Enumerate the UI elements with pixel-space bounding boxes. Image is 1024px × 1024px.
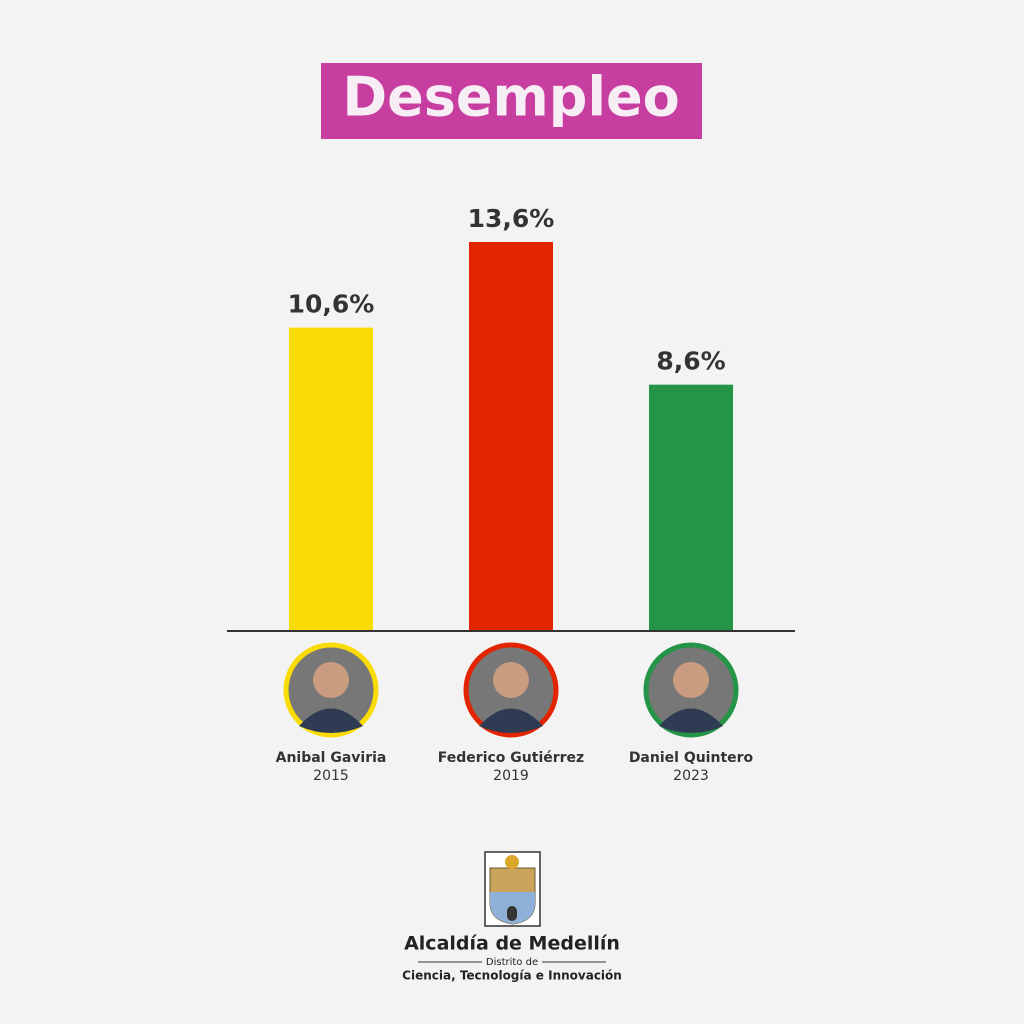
- avatar-body: [479, 708, 543, 733]
- year-label: 2023: [673, 768, 709, 784]
- bar: [469, 242, 553, 630]
- avatar-body: [659, 708, 723, 733]
- category-label: Federico Gutiérrez: [438, 750, 584, 766]
- category-label: Daniel Quintero: [629, 750, 754, 766]
- avatar-body: [299, 708, 363, 733]
- avatar-head: [673, 662, 709, 698]
- footer-tagline: Ciencia, Tecnología e Innovación: [402, 969, 622, 983]
- footer-title: Alcaldía de Medellín: [404, 933, 620, 955]
- category-label: Anibal Gaviria: [276, 750, 387, 766]
- year-label: 2015: [313, 768, 349, 784]
- title-box: [321, 63, 702, 139]
- year-label: 2019: [493, 768, 529, 784]
- chart-title: Desempleo: [342, 66, 679, 129]
- footer-subtitle: Distrito de: [486, 957, 538, 968]
- avatar-head: [313, 662, 349, 698]
- bar: [289, 327, 373, 630]
- value-label: 8,6%: [656, 347, 725, 376]
- value-label: 10,6%: [288, 290, 375, 319]
- value-label: 13,6%: [468, 204, 555, 233]
- logo: [484, 851, 541, 927]
- bar: [649, 384, 733, 630]
- avatar-head: [493, 662, 529, 698]
